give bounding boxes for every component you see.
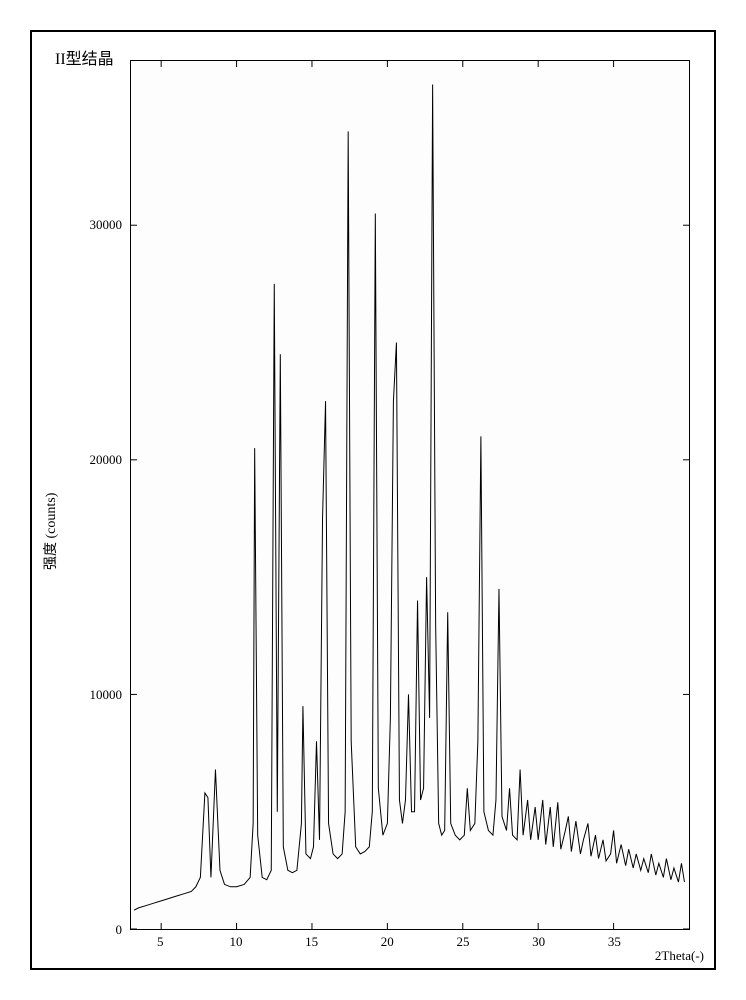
y-axis-label: 强度 (counts) [40, 493, 60, 570]
y-tick-label: 20000 [62, 452, 122, 468]
y-tick-label: 30000 [62, 217, 122, 233]
x-tick-label: 20 [367, 934, 407, 950]
xrd-trace [131, 61, 689, 929]
x-tick-label: 30 [519, 934, 559, 950]
y-tick-label: 10000 [62, 687, 122, 703]
x-tick-label: 35 [594, 934, 634, 950]
plot-area [130, 60, 690, 930]
x-tick-label: 10 [216, 934, 256, 950]
page: II型结晶 强度 (counts) 2Theta(-) 0 10000 20000 3… [0, 0, 746, 1000]
x-tick-label: 5 [140, 934, 180, 950]
chart-title: II型结晶 [55, 45, 114, 69]
y-tick-label: 0 [62, 922, 122, 938]
x-tick-label: 15 [292, 934, 332, 950]
x-axis-label: 2Theta(-) [655, 948, 704, 964]
x-tick-label: 25 [443, 934, 483, 950]
